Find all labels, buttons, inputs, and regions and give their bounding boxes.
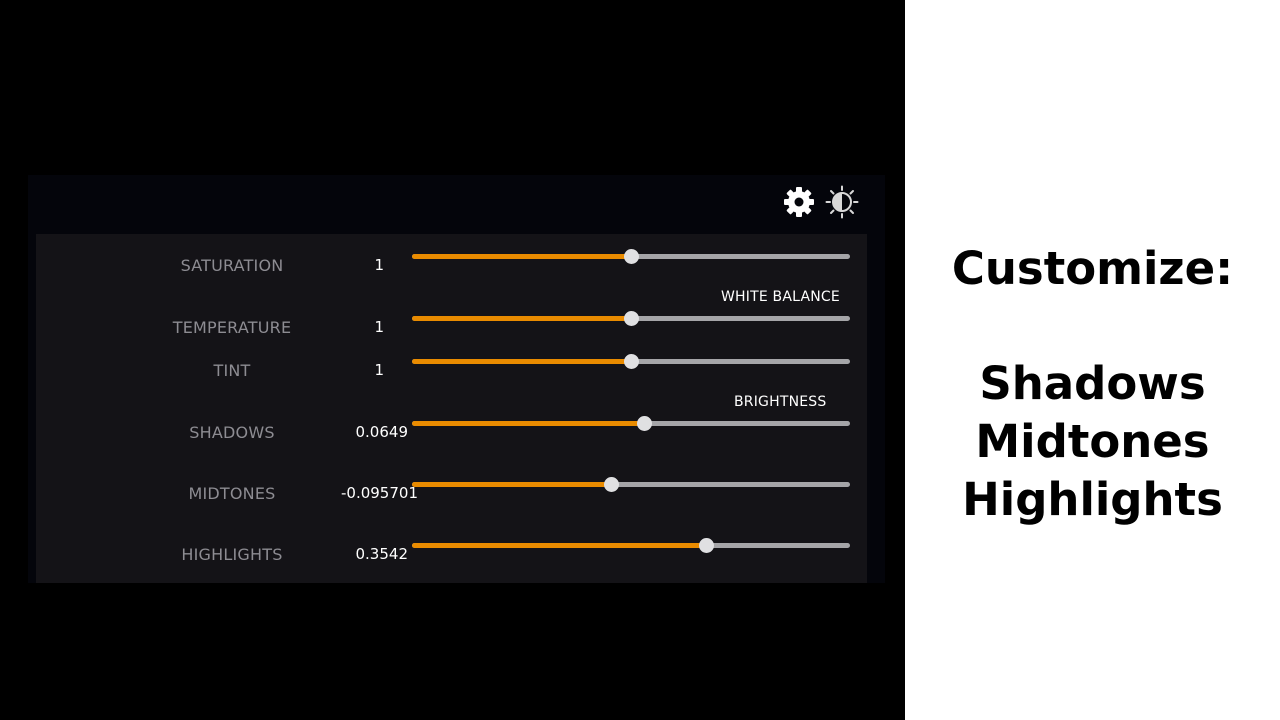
slider-thumb[interactable] bbox=[699, 538, 715, 553]
highlights-slider[interactable] bbox=[412, 538, 850, 554]
saturation-label: SATURATION bbox=[180, 256, 284, 275]
slider-fill bbox=[412, 359, 631, 364]
midtones-slider[interactable] bbox=[412, 477, 850, 493]
midtones-label: MIDTONES bbox=[188, 484, 276, 503]
slider-thumb[interactable] bbox=[624, 249, 639, 264]
temperature-label: TEMPERATURE bbox=[172, 318, 292, 337]
slider-thumb[interactable] bbox=[604, 477, 620, 492]
slider-fill bbox=[412, 482, 612, 487]
gear-icon[interactable] bbox=[782, 185, 816, 219]
slider-thumb[interactable] bbox=[624, 311, 639, 326]
shadows-value: 0.0649 bbox=[355, 423, 409, 441]
caption-line-shadows: Shadows bbox=[979, 357, 1206, 410]
slider-thumb[interactable] bbox=[637, 416, 653, 431]
slider-thumb[interactable] bbox=[624, 354, 639, 369]
panel-toolbar bbox=[28, 175, 885, 232]
caption-area: Customize: Shadows Midtones Highlights bbox=[905, 0, 1280, 720]
shadows-slider[interactable] bbox=[412, 416, 850, 432]
tint-slider[interactable] bbox=[412, 354, 850, 370]
slider-fill bbox=[412, 543, 707, 548]
brightness-section-label: BRIGHTNESS bbox=[734, 394, 827, 410]
highlights-value: 0.3542 bbox=[355, 545, 409, 563]
slider-fill bbox=[412, 316, 631, 321]
caption-line-highlights: Highlights bbox=[962, 473, 1223, 526]
midtones-value: -0.095701 bbox=[341, 484, 418, 502]
saturation-value: 1 bbox=[374, 256, 384, 274]
color-settings-panel: SATURATION 1 WHITE BALANCE TEMPERATURE 1… bbox=[28, 175, 885, 583]
tint-value: 1 bbox=[374, 361, 384, 379]
video-area: SATURATION 1 WHITE BALANCE TEMPERATURE 1… bbox=[28, 175, 885, 583]
white-balance-section-label: WHITE BALANCE bbox=[721, 289, 840, 305]
caption-line-midtones: Midtones bbox=[975, 415, 1210, 468]
highlights-label: HIGHLIGHTS bbox=[181, 545, 283, 564]
slider-fill bbox=[412, 421, 645, 426]
temperature-value: 1 bbox=[374, 318, 384, 336]
tint-label: TINT bbox=[213, 361, 251, 380]
caption-heading: Customize: bbox=[951, 242, 1234, 295]
slider-track bbox=[412, 482, 850, 487]
shadows-label: SHADOWS bbox=[189, 423, 275, 442]
saturation-slider[interactable] bbox=[412, 249, 850, 265]
contrast-icon[interactable] bbox=[825, 185, 859, 219]
settings-list: SATURATION 1 WHITE BALANCE TEMPERATURE 1… bbox=[36, 234, 867, 583]
slider-fill bbox=[412, 254, 631, 259]
temperature-slider[interactable] bbox=[412, 311, 850, 327]
